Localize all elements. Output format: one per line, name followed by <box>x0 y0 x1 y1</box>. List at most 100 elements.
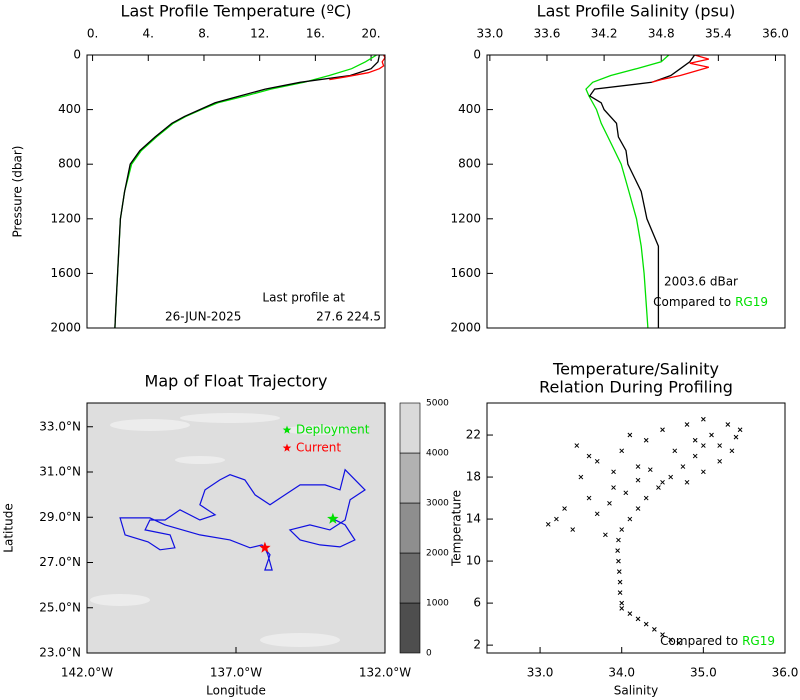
depth-patch <box>90 594 150 606</box>
profile-line <box>588 54 696 328</box>
ts-point <box>627 432 633 438</box>
y-tick-label: 22 <box>466 428 481 442</box>
x-tick-label: 8. <box>198 27 209 41</box>
x-tick-label: 34.8 <box>648 27 675 41</box>
annotation: Last profile at <box>262 291 345 305</box>
x-tick-label: 34.2 <box>591 27 618 41</box>
legend-label: Deployment <box>296 423 370 437</box>
ts-point <box>652 627 657 632</box>
x-tick-label: 142.0°W <box>61 666 113 680</box>
ts-point <box>562 506 567 511</box>
y-tick-label: 0 <box>473 48 481 62</box>
ts-point <box>676 640 682 646</box>
y-tick-label: 800 <box>458 157 481 171</box>
y-tick-label: 1600 <box>450 266 481 280</box>
ts-point <box>615 548 620 553</box>
x-tick-label: 36.0 <box>772 666 799 680</box>
x-tick-label: 33.6 <box>534 27 561 41</box>
ts-point <box>701 469 706 475</box>
ts-point <box>616 569 622 574</box>
ts-point <box>616 558 621 564</box>
ts-point <box>684 479 690 485</box>
ts-point <box>627 516 633 522</box>
ts-point <box>635 506 641 511</box>
depth-patch <box>285 425 355 435</box>
y-tick-label: 1200 <box>50 211 81 225</box>
ts-point <box>635 464 641 469</box>
ts-point <box>635 477 641 483</box>
y-tick-label: 800 <box>58 157 81 171</box>
ts-point <box>627 611 633 616</box>
colorbar-label: 2000 <box>426 549 449 559</box>
chart-title: Temperature/Salinity <box>552 360 719 379</box>
y-tick-label: 400 <box>58 102 81 116</box>
y-tick-label: 29.0°N <box>39 510 81 524</box>
ts-point <box>729 448 735 454</box>
x-tick-label: 132.0°W <box>359 666 411 680</box>
x-tick-label: 35.4 <box>705 27 732 41</box>
trajectory <box>119 468 366 571</box>
x-tick-label: 36.0 <box>762 27 789 41</box>
ts-point <box>586 495 592 501</box>
ts-point <box>692 437 698 443</box>
ts-point <box>668 637 674 643</box>
ts-point <box>607 500 612 506</box>
x-tick-label: 33.0 <box>476 27 503 41</box>
ts-point <box>586 453 592 459</box>
y-axis-label: Temperature <box>450 490 464 567</box>
annotation: 26-JUN-2025 <box>165 310 241 324</box>
colorbar-label: 3000 <box>426 499 449 509</box>
y-tick-label: 2000 <box>450 321 481 335</box>
plot-frame <box>86 402 386 654</box>
ts-point <box>672 448 678 454</box>
ts-point <box>545 521 551 527</box>
ts-point <box>737 427 743 433</box>
annotation-text: Compared to <box>660 634 738 648</box>
float-marker <box>327 512 339 524</box>
ts-point <box>619 600 625 606</box>
chart-title: Map of Float Trajectory <box>145 372 328 391</box>
y-tick-label: 1600 <box>50 266 81 280</box>
chart-title: Relation During Profiling <box>539 378 733 397</box>
plot-frame <box>86 54 386 329</box>
colorbar-label: 5000 <box>426 399 449 409</box>
y-tick-label: 1200 <box>450 211 481 225</box>
y-tick-label: 18 <box>466 470 481 484</box>
ts-point <box>619 448 625 454</box>
ts-point <box>717 443 723 448</box>
annotation-text: Compared to <box>653 295 731 309</box>
depth-patch <box>180 413 280 423</box>
ts-point <box>656 485 661 490</box>
ts-point <box>680 464 686 469</box>
ts-point <box>701 416 706 422</box>
colorbar-label: 4000 <box>426 449 449 459</box>
ts-point <box>643 495 649 501</box>
ts-point <box>617 579 623 585</box>
ts-point <box>725 422 731 427</box>
x-tick-label: 34.0 <box>608 666 635 680</box>
annotation: Compared to RG19 <box>653 295 768 309</box>
chart-title: Last Profile Salinity (psu) <box>537 2 736 21</box>
annotation: 2003.6 dBar <box>664 275 738 289</box>
y-tick-label: 10 <box>466 554 481 568</box>
x-tick-label: 20. <box>362 27 381 41</box>
annotation: 27.6 224.5 <box>316 310 381 324</box>
profile-line <box>651 54 709 83</box>
ts-point <box>594 458 600 464</box>
x-axis-label: Salinity <box>614 684 658 698</box>
profile-line <box>114 54 377 329</box>
ts-point <box>660 427 665 433</box>
ts-point <box>578 474 584 480</box>
x-tick-label: 16. <box>306 27 325 41</box>
profile-line <box>329 54 386 81</box>
ts-point <box>611 469 616 475</box>
depth-patch <box>110 419 190 431</box>
y-tick-label: 2 <box>473 638 481 652</box>
y-tick-label: 2000 <box>50 321 81 335</box>
x-axis-label: Longitude <box>206 684 266 698</box>
plot-frame <box>486 54 786 329</box>
colorbar-label: 1000 <box>426 599 449 609</box>
profile-line <box>585 54 670 329</box>
ts-point <box>611 485 616 490</box>
